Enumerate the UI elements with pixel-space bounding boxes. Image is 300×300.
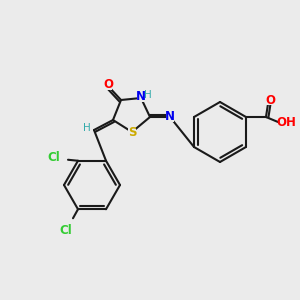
FancyBboxPatch shape xyxy=(47,153,61,162)
Text: H: H xyxy=(83,123,91,133)
Text: S: S xyxy=(128,125,136,139)
FancyBboxPatch shape xyxy=(144,91,152,100)
FancyBboxPatch shape xyxy=(128,128,136,136)
Text: O: O xyxy=(265,94,275,106)
FancyBboxPatch shape xyxy=(280,118,292,127)
FancyBboxPatch shape xyxy=(166,112,174,122)
Text: O: O xyxy=(103,79,113,92)
Text: H: H xyxy=(144,90,152,100)
FancyBboxPatch shape xyxy=(266,95,274,104)
FancyBboxPatch shape xyxy=(83,124,91,133)
FancyBboxPatch shape xyxy=(104,80,112,89)
Text: OH: OH xyxy=(276,116,296,130)
Text: Cl: Cl xyxy=(60,224,72,237)
Text: N: N xyxy=(165,110,175,124)
Text: N: N xyxy=(136,91,146,103)
FancyBboxPatch shape xyxy=(59,226,73,235)
Text: Cl: Cl xyxy=(48,151,60,164)
FancyBboxPatch shape xyxy=(137,92,145,101)
